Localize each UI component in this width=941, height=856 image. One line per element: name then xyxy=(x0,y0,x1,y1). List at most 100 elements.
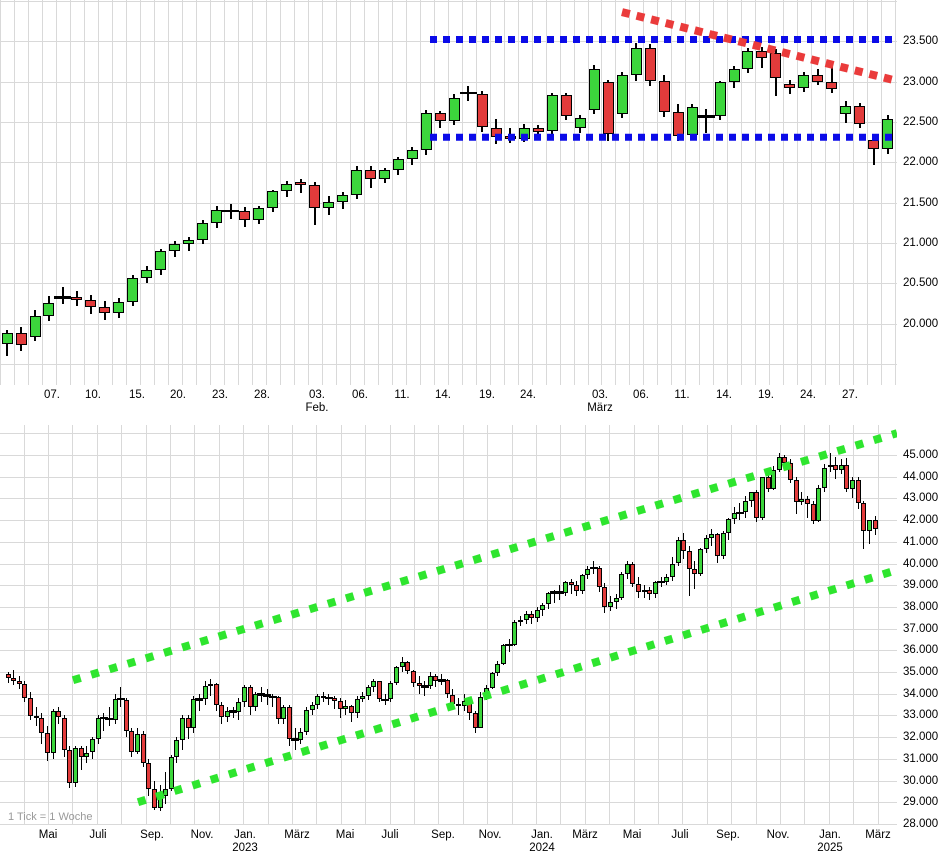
up-candle xyxy=(406,150,418,159)
vertical-gridline xyxy=(70,0,72,385)
down-candle xyxy=(833,464,839,471)
vertical-gridline xyxy=(293,0,295,385)
up-candle xyxy=(323,201,334,209)
up-candle xyxy=(827,464,833,468)
vertical-gridline xyxy=(419,0,421,385)
up-candle xyxy=(616,75,628,114)
up-candle xyxy=(183,239,195,244)
up-candle xyxy=(882,118,894,150)
up-candle xyxy=(728,69,740,83)
up-candle xyxy=(281,706,287,720)
down-candle xyxy=(574,585,580,592)
down-candle xyxy=(692,569,698,575)
up-candle xyxy=(731,513,737,519)
x-axis-tick-label: 19. xyxy=(758,389,774,401)
up-candle xyxy=(630,47,642,75)
doji-candle xyxy=(222,209,240,213)
vertical-gridline xyxy=(755,0,757,385)
down-candle xyxy=(476,93,488,128)
vertical-gridline xyxy=(629,0,631,385)
candle-wick xyxy=(872,135,875,165)
up-candle xyxy=(191,699,197,729)
vertical-gridline xyxy=(797,0,799,385)
vertical-gridline xyxy=(682,425,684,825)
candle-wick xyxy=(108,706,110,727)
x-axis-tick-label: Juli xyxy=(89,829,107,841)
vertical-gridline xyxy=(194,425,196,825)
down-candle xyxy=(630,563,636,584)
vertical-gridline xyxy=(267,425,269,825)
up-candle xyxy=(343,706,349,709)
x-axis-tick-label: 24. xyxy=(520,389,536,401)
up-candle xyxy=(95,717,101,740)
vertical-gridline xyxy=(433,0,435,385)
x-axis-tick-label: 06. xyxy=(352,389,368,401)
y-axis-tick-label: 37.000 xyxy=(903,622,939,635)
up-candle xyxy=(365,687,371,697)
down-candle xyxy=(28,697,33,716)
x-axis-tick-label: 19. xyxy=(479,389,495,401)
down-candle xyxy=(602,82,614,134)
down-candle xyxy=(247,687,253,708)
y-axis-tick-label: 36.000 xyxy=(903,644,939,657)
up-candle xyxy=(113,301,125,314)
down-candle xyxy=(756,50,768,59)
vertical-gridline xyxy=(363,0,365,385)
up-candle xyxy=(168,757,174,789)
vertical-gridline xyxy=(895,0,896,385)
down-candle xyxy=(444,680,450,695)
x-axis-period-label: 2025 xyxy=(817,842,843,854)
up-candle xyxy=(388,682,394,700)
up-candle xyxy=(360,696,366,699)
up-candle xyxy=(619,574,625,599)
down-candle xyxy=(532,127,544,132)
up-candle xyxy=(448,97,460,122)
y-axis-tick-label: 40.000 xyxy=(903,557,939,570)
y-axis-tick-label: 20.500 xyxy=(903,277,939,290)
up-candle xyxy=(180,718,185,741)
candle-wick xyxy=(187,236,190,251)
down-candle xyxy=(5,674,11,679)
x-axis-tick-label: 14. xyxy=(435,389,451,401)
up-candle xyxy=(29,316,41,337)
vertical-gridline xyxy=(584,425,586,825)
up-candle xyxy=(50,710,56,754)
up-candle xyxy=(135,733,140,752)
horizontal-gridline xyxy=(0,758,897,760)
candle-wick xyxy=(705,109,707,134)
x-axis-tick-label: Mai xyxy=(335,829,355,841)
vertical-gridline xyxy=(349,0,351,385)
down-candle xyxy=(287,706,292,739)
horizontal-gridline xyxy=(0,780,897,782)
x-axis-tick-label: 20. xyxy=(170,389,186,401)
down-candle xyxy=(123,700,129,731)
vertical-gridline xyxy=(877,425,879,825)
doji-candle xyxy=(105,717,114,721)
x-axis-tick-label: März xyxy=(572,829,598,841)
candle-wick xyxy=(424,680,426,696)
vertical-gridline xyxy=(615,0,617,385)
x-axis-period-label: 2024 xyxy=(529,842,555,854)
y-axis-tick-label: 44.000 xyxy=(903,470,939,483)
down-candle xyxy=(219,705,225,718)
up-candle xyxy=(652,581,658,595)
vertical-gridline xyxy=(218,425,220,825)
down-candle xyxy=(44,732,50,754)
down-candle xyxy=(213,684,219,705)
down-candle xyxy=(765,476,771,489)
horizontal-gridline xyxy=(0,650,897,652)
vertical-gridline xyxy=(633,425,635,825)
horizontal-gridline xyxy=(0,520,897,522)
down-candle xyxy=(33,715,39,718)
vertical-gridline xyxy=(48,425,49,825)
down-candle xyxy=(805,498,810,505)
x-axis-period-label: 2023 xyxy=(232,842,258,854)
candle-wick xyxy=(457,698,459,716)
vertical-gridline xyxy=(475,0,477,385)
x-axis-tick-label: Jan. xyxy=(819,829,841,841)
down-candle xyxy=(647,589,653,595)
up-candle xyxy=(208,684,214,687)
vertical-gridline xyxy=(783,0,785,385)
y-axis-tick-label: 29.000 xyxy=(903,796,939,809)
up-candle xyxy=(743,501,748,513)
